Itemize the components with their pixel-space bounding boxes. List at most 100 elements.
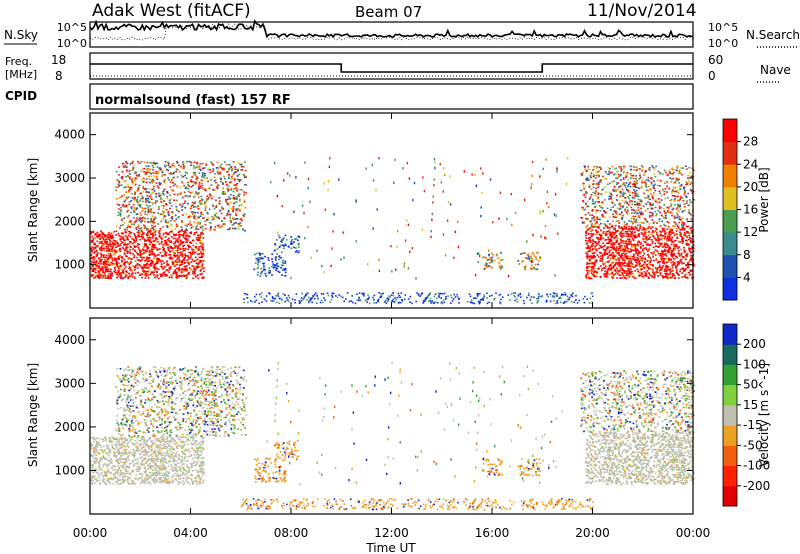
power-point-4908	[471, 299, 473, 301]
power-point-4597	[632, 222, 634, 224]
power-point-1442	[142, 191, 144, 193]
power-point-991	[175, 241, 177, 243]
power-point-2598	[535, 257, 537, 259]
power-point-4476	[650, 188, 652, 190]
power-point-4634	[598, 175, 600, 177]
power-point-1142	[186, 276, 188, 278]
power-point-2074	[198, 193, 200, 195]
power-point-3918	[624, 241, 626, 243]
power-point-1951	[210, 222, 212, 224]
power-point-1188	[101, 242, 103, 244]
power-point-265	[189, 257, 191, 259]
power-point-3413	[644, 271, 646, 273]
power-point-1406	[142, 201, 144, 203]
power-point-2912	[662, 265, 664, 267]
power-point-1648	[228, 210, 230, 212]
power-point-4774	[550, 301, 552, 303]
power-point-3010	[627, 231, 629, 233]
power-point-1115	[175, 255, 177, 257]
power-point-660	[158, 235, 160, 237]
power-point-4419	[609, 196, 611, 198]
power-point-4355	[641, 179, 643, 181]
power-point-3481	[615, 248, 617, 250]
power-point-2787	[608, 252, 610, 254]
power-point-1056	[144, 264, 146, 266]
power-point-2262	[186, 195, 188, 197]
power-point-2239	[170, 166, 172, 168]
power-point-3788	[689, 233, 691, 235]
power-point-1679	[231, 176, 233, 178]
power-point-3735	[615, 232, 617, 234]
power-point-4697	[645, 219, 647, 221]
power-point-1055	[184, 263, 186, 265]
power-point-4022	[592, 200, 594, 202]
power-point-4532	[621, 217, 623, 219]
power-point-3917	[594, 246, 596, 248]
power-point-2491	[274, 243, 276, 245]
power-point-2164	[226, 188, 228, 190]
power-point-2493	[290, 243, 292, 245]
power-point-4530	[664, 198, 666, 200]
freq-label-1: Freq.	[5, 55, 32, 68]
power-point-100	[190, 261, 192, 263]
power-point-3520	[624, 277, 626, 279]
power-point-2922	[674, 226, 676, 228]
power-point-4676	[622, 183, 624, 185]
power-point-2120	[199, 222, 201, 224]
power-point-2273	[140, 204, 142, 206]
power-point-2287	[228, 169, 230, 171]
power-point-4400	[638, 178, 640, 180]
power-point-1861	[231, 166, 233, 168]
power-point-4917	[453, 298, 455, 300]
power-point-2481	[274, 250, 276, 252]
power-point-4320	[679, 188, 681, 190]
power-point-4025	[676, 178, 678, 180]
power-point-3982	[634, 181, 636, 183]
power-point-3590	[592, 241, 594, 243]
power-point-4957	[357, 299, 359, 301]
power-point-1207	[120, 272, 122, 274]
power-point-1060	[188, 245, 190, 247]
power-point-4380	[674, 218, 676, 220]
power-point-4715	[589, 184, 591, 186]
power-point-3007	[650, 257, 652, 259]
power-point-2457	[278, 266, 280, 268]
power-point-830	[107, 271, 109, 273]
power-point-950	[109, 248, 111, 250]
power-point-1844	[218, 217, 220, 219]
power-point-4578	[652, 213, 654, 215]
power-point-4702	[603, 211, 605, 213]
power-point-1827	[118, 212, 120, 214]
power-point-3716	[688, 247, 690, 249]
power-point-2024	[155, 202, 157, 204]
power-point-4344	[655, 176, 657, 178]
power-point-1075	[198, 248, 200, 250]
power-point-1213	[127, 236, 129, 238]
power-point-1315	[184, 175, 186, 177]
power-point-1615	[148, 229, 150, 231]
power-point-1099	[91, 257, 93, 259]
power-point-2238	[128, 186, 130, 188]
power-point-2143	[183, 162, 185, 164]
power-point-791	[200, 257, 202, 259]
power-point-3962	[629, 195, 631, 197]
power-point-2359	[120, 207, 122, 209]
power-point-114	[155, 234, 157, 236]
power-point-2388	[278, 259, 280, 261]
power-point-4356	[586, 170, 588, 172]
power-point-1761	[197, 164, 199, 166]
power-point-1998	[154, 190, 156, 192]
power-point-778	[149, 258, 151, 260]
power-point-4439	[652, 215, 654, 217]
power-point-4592	[678, 173, 680, 175]
power-point-2311	[192, 204, 194, 206]
power-point-1268	[173, 234, 175, 236]
power-point-4479	[688, 180, 690, 182]
power-point-3847	[652, 226, 654, 228]
power-point-2854	[613, 234, 615, 236]
power-point-2534	[488, 254, 490, 256]
power-point-1269	[134, 255, 136, 257]
power-point-3542	[628, 233, 630, 235]
power-point-525	[132, 265, 134, 267]
power-point-3491	[635, 259, 637, 261]
